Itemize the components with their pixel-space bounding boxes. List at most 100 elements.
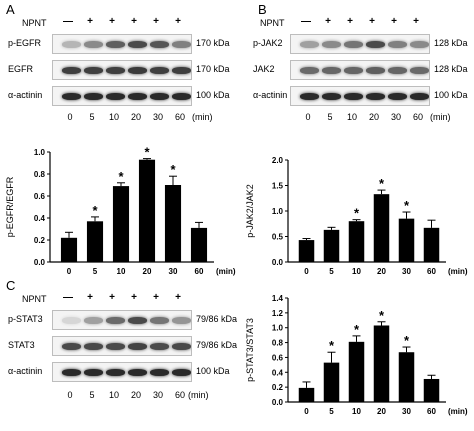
- blot-row-label: α-actinin: [253, 90, 288, 100]
- bar: [112, 186, 130, 262]
- blot-band: [128, 317, 147, 324]
- significance-marker: *: [379, 176, 385, 191]
- bar: [348, 221, 365, 262]
- y-tick-label: 0.6: [272, 353, 284, 362]
- blot-band: [106, 41, 125, 48]
- bar-chart-p-stat3: 0.0 0.2 0.4 0.6 0.8 1.0 1.2 1.4 p-STAT3/STAT3 0 * 5…: [245, 294, 468, 416]
- panel-letter-b: B: [258, 2, 267, 17]
- significance-marker: *: [329, 338, 335, 353]
- blot-image: [52, 34, 192, 54]
- blot-band: [62, 317, 81, 324]
- blot-band: [84, 67, 103, 74]
- blot-band: [172, 41, 191, 48]
- time-point-label: 60: [174, 112, 185, 122]
- x-tick-label: 30: [402, 407, 411, 416]
- significance-marker: *: [379, 308, 385, 323]
- blot-band: [128, 343, 147, 350]
- x-unit-label: (min): [216, 267, 236, 276]
- blot-band: [366, 93, 385, 100]
- condition-label-b: NPNT: [260, 18, 285, 28]
- time-unit-label: (min): [430, 112, 451, 122]
- x-unit-label: (min): [448, 407, 468, 416]
- blot-band: [172, 67, 191, 74]
- y-tick-label: 1.0: [272, 207, 284, 216]
- blot-row-label: p-STAT3: [8, 314, 43, 324]
- time-unit-label: (min): [188, 390, 209, 400]
- bar: [298, 387, 315, 402]
- blot-band: [150, 343, 169, 350]
- blot-band: [150, 317, 169, 324]
- panel-letter-a: A: [6, 2, 15, 17]
- y-tick-label: 0.4: [34, 214, 46, 223]
- blot-band: [84, 369, 103, 376]
- x-tick-label: 0: [304, 407, 309, 416]
- bar: [423, 227, 440, 262]
- blot-band: [84, 93, 103, 100]
- time-point-label: 5: [327, 112, 333, 122]
- blot-band: [322, 67, 341, 74]
- x-tick-label: 0: [304, 267, 309, 276]
- blot-band: [128, 369, 147, 376]
- y-tick-label: 1.4: [272, 294, 284, 303]
- blot-band: [322, 41, 341, 48]
- significance-marker: *: [118, 169, 124, 184]
- time-point-label: 0: [67, 112, 73, 122]
- x-tick-label: 10: [352, 267, 361, 276]
- blot-image: [52, 362, 192, 382]
- blot-row-label: α-actinin: [8, 90, 43, 100]
- bar: [398, 352, 415, 402]
- treatment-sign: —: [301, 16, 311, 27]
- y-tick-label: 0.5: [272, 233, 284, 242]
- y-tick-label: 1.0: [272, 324, 284, 333]
- blot-image: [290, 34, 430, 54]
- y-axis-label: p-EGFR/EGFR: [5, 176, 15, 237]
- molecular-weight-label: 128 kDa: [434, 64, 468, 74]
- molecular-weight-label: 170 kDa: [196, 38, 230, 48]
- treatment-sign: +: [325, 16, 331, 27]
- significance-marker: *: [92, 203, 98, 218]
- molecular-weight-label: 100 kDa: [196, 366, 230, 376]
- bar: [323, 229, 340, 262]
- time-point-label: 20: [130, 390, 141, 400]
- blot-row-label: EGFR: [8, 64, 34, 74]
- x-tick-label: 20: [143, 267, 152, 276]
- x-tick-label: 20: [377, 267, 386, 276]
- significance-marker: *: [354, 206, 360, 221]
- blot-band: [84, 317, 103, 324]
- time-point-label: 30: [390, 112, 401, 122]
- y-tick-label: 0.0: [272, 398, 284, 407]
- blot-band: [172, 317, 191, 324]
- x-tick-label: 0: [67, 267, 72, 276]
- blot-band: [344, 67, 363, 74]
- treatment-sign: +: [347, 16, 353, 27]
- bar: [190, 227, 208, 262]
- bar-chart-p-jak2: 0.0 0.5 1.0 1.5 2.0 p-JAK2/JAK2 0 5 * 10 * 20 * 30 60 (…: [245, 156, 468, 276]
- bar: [373, 325, 390, 402]
- x-tick-label: 5: [329, 407, 334, 416]
- time-point-label: 5: [89, 390, 95, 400]
- treatment-sign: +: [153, 16, 159, 27]
- molecular-weight-label: 79/86 kDa: [196, 340, 238, 350]
- blot-band: [128, 93, 147, 100]
- treatment-sign: +: [391, 16, 397, 27]
- bar: [398, 218, 415, 262]
- blot-band: [150, 41, 169, 48]
- treatment-sign: —: [63, 292, 73, 303]
- blot-band: [106, 67, 125, 74]
- bar: [60, 237, 78, 262]
- blot-band: [410, 67, 429, 74]
- time-point-label: 0: [67, 390, 73, 400]
- treatment-sign: +: [413, 16, 419, 27]
- treatment-sign: +: [131, 16, 137, 27]
- molecular-weight-label: 128 kDa: [434, 38, 468, 48]
- y-tick-label: 1.2: [272, 309, 284, 318]
- treatment-sign: +: [87, 292, 93, 303]
- x-tick-label: 20: [377, 407, 386, 416]
- blot-band: [410, 93, 429, 100]
- x-tick-label: 5: [93, 267, 98, 276]
- molecular-weight-label: 100 kDa: [434, 90, 468, 100]
- bar: [348, 341, 365, 402]
- blot-band: [62, 369, 81, 376]
- bar: [323, 362, 340, 402]
- y-tick-label: 0.6: [34, 192, 46, 201]
